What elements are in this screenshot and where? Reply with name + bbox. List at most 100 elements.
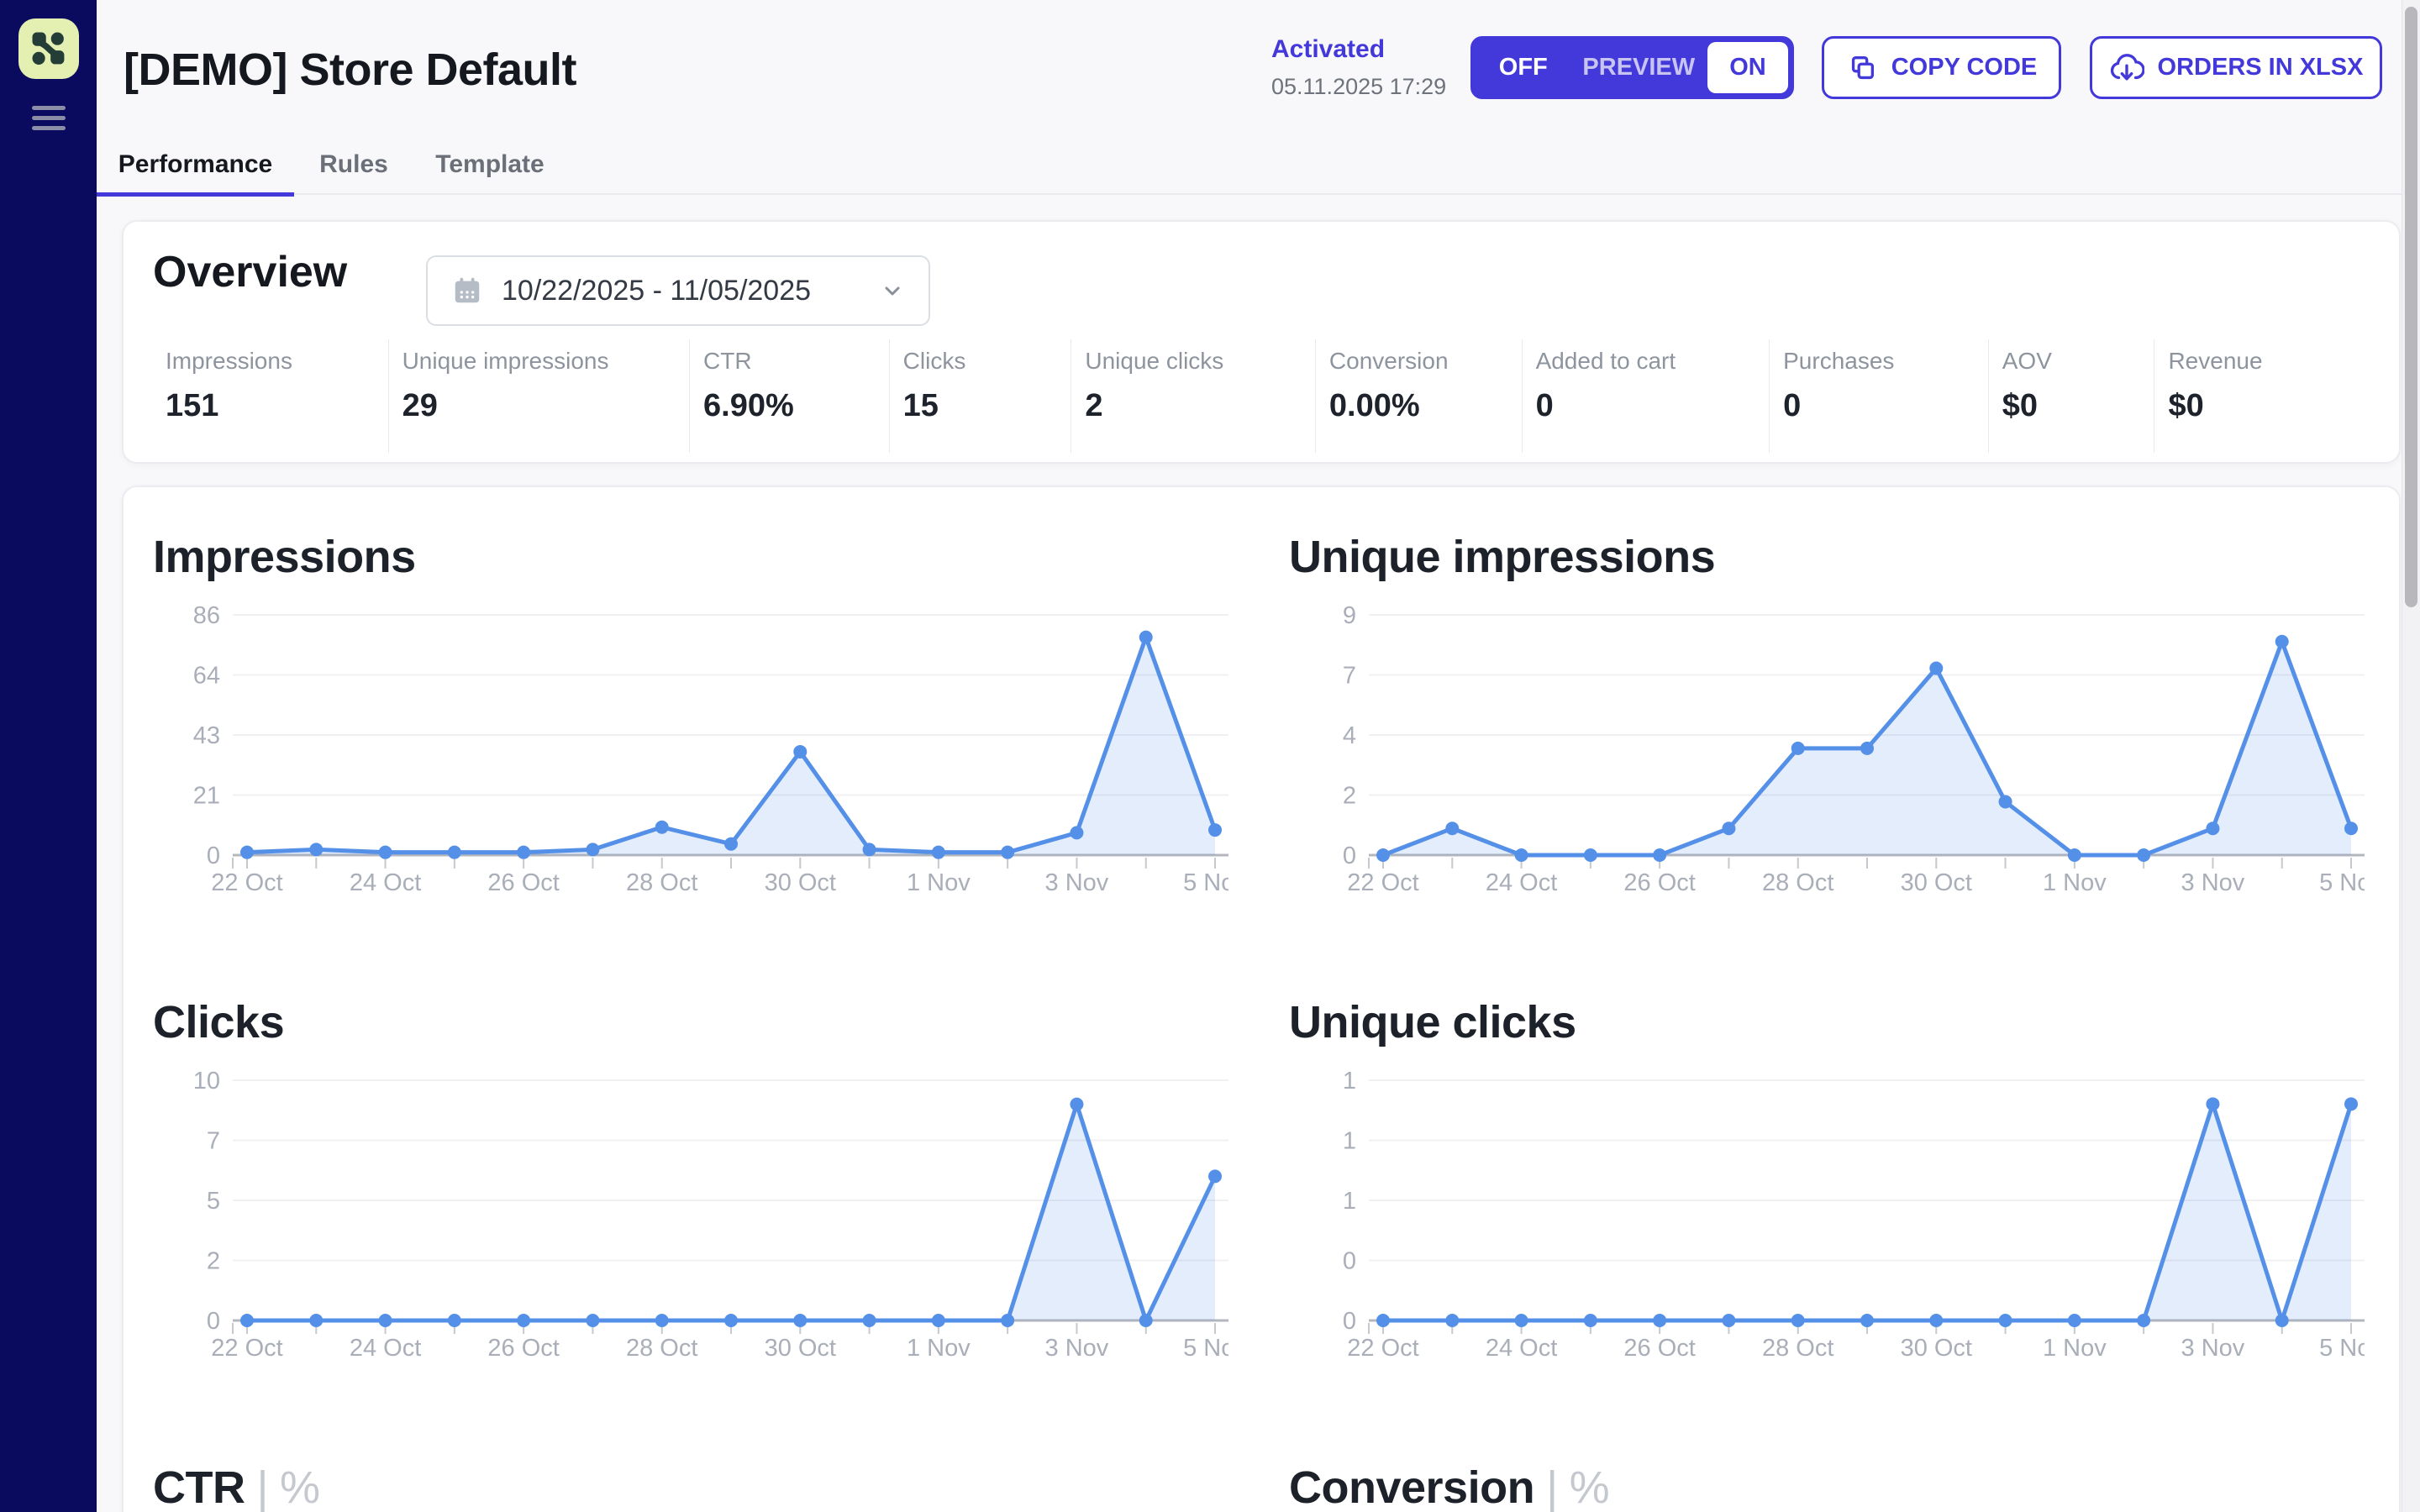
svg-text:5 Nov: 5 Nov: [1183, 869, 1228, 896]
section-conversion: Conversion |%: [1263, 1460, 2402, 1512]
svg-text:30 Oct: 30 Oct: [1901, 869, 1972, 896]
cloud-download-icon: [2110, 53, 2144, 81]
copy-code-label: COPY CODE: [1891, 54, 2038, 81]
date-range-picker[interactable]: 10/22/2025 - 11/05/2025: [426, 255, 930, 326]
chart-title: Unique impressions: [1289, 532, 1716, 582]
svg-text:2: 2: [207, 1248, 220, 1275]
svg-text:24 Oct: 24 Oct: [350, 1335, 421, 1362]
calendar-icon: [455, 277, 480, 303]
section-unit: %: [280, 1462, 320, 1512]
date-range-value: 10/22/2025 - 11/05/2025: [502, 274, 812, 307]
svg-text:21: 21: [193, 783, 220, 810]
state-toggle: OFF PREVIEW ON: [1470, 36, 1794, 99]
section-unit: %: [1569, 1462, 1610, 1512]
svg-text:3 Nov: 3 Nov: [1045, 869, 1109, 896]
svg-text:22 Oct: 22 Oct: [211, 1335, 282, 1362]
svg-text:26 Oct: 26 Oct: [487, 1335, 559, 1362]
svg-text:28 Oct: 28 Oct: [1762, 1335, 1833, 1362]
svg-text:30 Oct: 30 Oct: [765, 869, 836, 896]
metric-conversion: Conversion 0.00%: [1316, 339, 1523, 453]
svg-text:26 Oct: 26 Oct: [1623, 1335, 1695, 1362]
metric-impressions: Impressions 151: [124, 339, 389, 453]
overview-card: Overview 10/22/2025 - 11/05/2025 Impress…: [122, 220, 2401, 464]
svg-text:5 Nov: 5 Nov: [2319, 1335, 2365, 1362]
metric-value: 151: [166, 388, 219, 423]
copy-icon: [1851, 55, 1874, 79]
svg-text:22 Oct: 22 Oct: [1347, 1335, 1418, 1362]
metric-label: Revenue: [2168, 348, 2263, 374]
chevron-down-icon: [885, 286, 900, 296]
metric-label: Unique clicks: [1085, 348, 1224, 374]
metric-value: 0: [1535, 388, 1554, 423]
tab-template[interactable]: Template: [435, 150, 544, 178]
chart-unique-impressions: Unique impressions 9 7 4 2 0 22 Oct 24 Oct 26 O…: [1263, 529, 2402, 927]
status-label: Activated: [1271, 35, 1386, 63]
svg-text:22 Oct: 22 Oct: [1347, 869, 1418, 896]
tab-performance[interactable]: Performance: [97, 149, 294, 197]
metric-value: 0: [1783, 388, 1802, 423]
chart-unique-clicks: Unique clicks 1 1 1 0 0 22 Oct 24 Oct 26 Oct 28 …: [1263, 995, 2402, 1393]
scrollbar-thumb[interactable]: [2405, 7, 2417, 607]
metrics-row: Impressions 151 Unique impressions 29 CTR 6.9…: [124, 339, 2399, 453]
svg-text:0: 0: [207, 843, 220, 869]
app-logo[interactable]: [18, 18, 79, 79]
toggle-on-button[interactable]: ON: [1707, 42, 1788, 93]
svg-text:64: 64: [193, 663, 220, 690]
metric-unique-clicks: Unique clicks 2: [1071, 339, 1316, 453]
svg-text:4: 4: [1343, 722, 1356, 749]
chart-title: Clicks: [153, 997, 285, 1047]
svg-text:5 Nov: 5 Nov: [1183, 1335, 1228, 1362]
overview-heading: Overview: [153, 248, 348, 297]
metric-label: Clicks: [902, 348, 966, 374]
metric-label: Conversion: [1328, 348, 1449, 374]
toggle-preview-button[interactable]: PREVIEW: [1582, 54, 1696, 81]
svg-text:0: 0: [1343, 843, 1356, 869]
svg-text:1: 1: [1343, 1188, 1356, 1215]
metric-value: $0: [2168, 388, 2204, 423]
svg-text:86: 86: [193, 602, 220, 629]
svg-text:1 Nov: 1 Nov: [907, 869, 971, 896]
metric-revenue: Revenue $0: [2154, 339, 2399, 453]
svg-text:24 Oct: 24 Oct: [1486, 1335, 1557, 1362]
metric-label: Unique impressions: [402, 348, 609, 374]
metric-label: Added to cart: [1535, 348, 1676, 374]
copy-code-button[interactable]: COPY CODE: [1822, 36, 2061, 99]
svg-text:28 Oct: 28 Oct: [626, 869, 697, 896]
metric-value: 2: [1085, 388, 1103, 423]
metric-aov: AOV $0: [1989, 339, 2155, 453]
svg-text:2: 2: [1343, 783, 1356, 810]
page-scrollbar: [2402, 0, 2420, 1512]
svg-text:28 Oct: 28 Oct: [1762, 869, 1833, 896]
metric-value: $0: [2002, 388, 2039, 423]
svg-text:24 Oct: 24 Oct: [1486, 869, 1557, 896]
main-area: [DEMO] Store Default Activated 05.11.202…: [97, 0, 2420, 1512]
title-separator: |: [256, 1462, 269, 1512]
metric-clicks: Clicks 15: [890, 339, 1072, 453]
tab-rules[interactable]: Rules: [319, 150, 388, 178]
menu-toggle-icon[interactable]: [32, 106, 66, 131]
metric-value: 29: [402, 388, 438, 423]
svg-text:0: 0: [1343, 1248, 1356, 1275]
svg-text:1: 1: [1343, 1128, 1356, 1155]
chart-title: Unique clicks: [1289, 997, 1576, 1047]
metric-unique-impressions: Unique impressions 29: [389, 339, 691, 453]
svg-text:7: 7: [207, 1128, 220, 1155]
svg-text:0: 0: [1343, 1308, 1356, 1335]
metric-purchases: Purchases 0: [1770, 339, 1989, 453]
app-logo-icon: [32, 32, 65, 65]
svg-text:28 Oct: 28 Oct: [626, 1335, 697, 1362]
toggle-off-button[interactable]: OFF: [1498, 54, 1548, 81]
orders-xlsx-button[interactable]: ORDERS IN XLSX: [2090, 36, 2382, 99]
status-timestamp: 05.11.2025 17:29: [1271, 74, 1447, 99]
svg-text:1 Nov: 1 Nov: [2043, 869, 2107, 896]
svg-text:1: 1: [1343, 1068, 1356, 1095]
chart-impressions: Impressions 86 64 43 21 0 22 Oct 24 Oct 26 Oct 2…: [124, 529, 1263, 927]
charts-card: Impressions 86 64 43 21 0 22 Oct 24 Oct 26 Oct 2…: [122, 486, 2401, 1512]
metric-label: CTR: [703, 348, 752, 374]
activation-status: Activated 05.11.2025 17:29: [1271, 35, 1523, 100]
svg-text:30 Oct: 30 Oct: [1901, 1335, 1972, 1362]
line-chart: 10 7 5 2 0 22 Oct 24 Oct 26 Oct 28 Oct 30 Oct 1 No…: [153, 1057, 1263, 1393]
svg-text:3 Nov: 3 Nov: [2181, 869, 2245, 896]
sidebar: [0, 0, 97, 1512]
svg-text:9: 9: [1343, 602, 1356, 629]
